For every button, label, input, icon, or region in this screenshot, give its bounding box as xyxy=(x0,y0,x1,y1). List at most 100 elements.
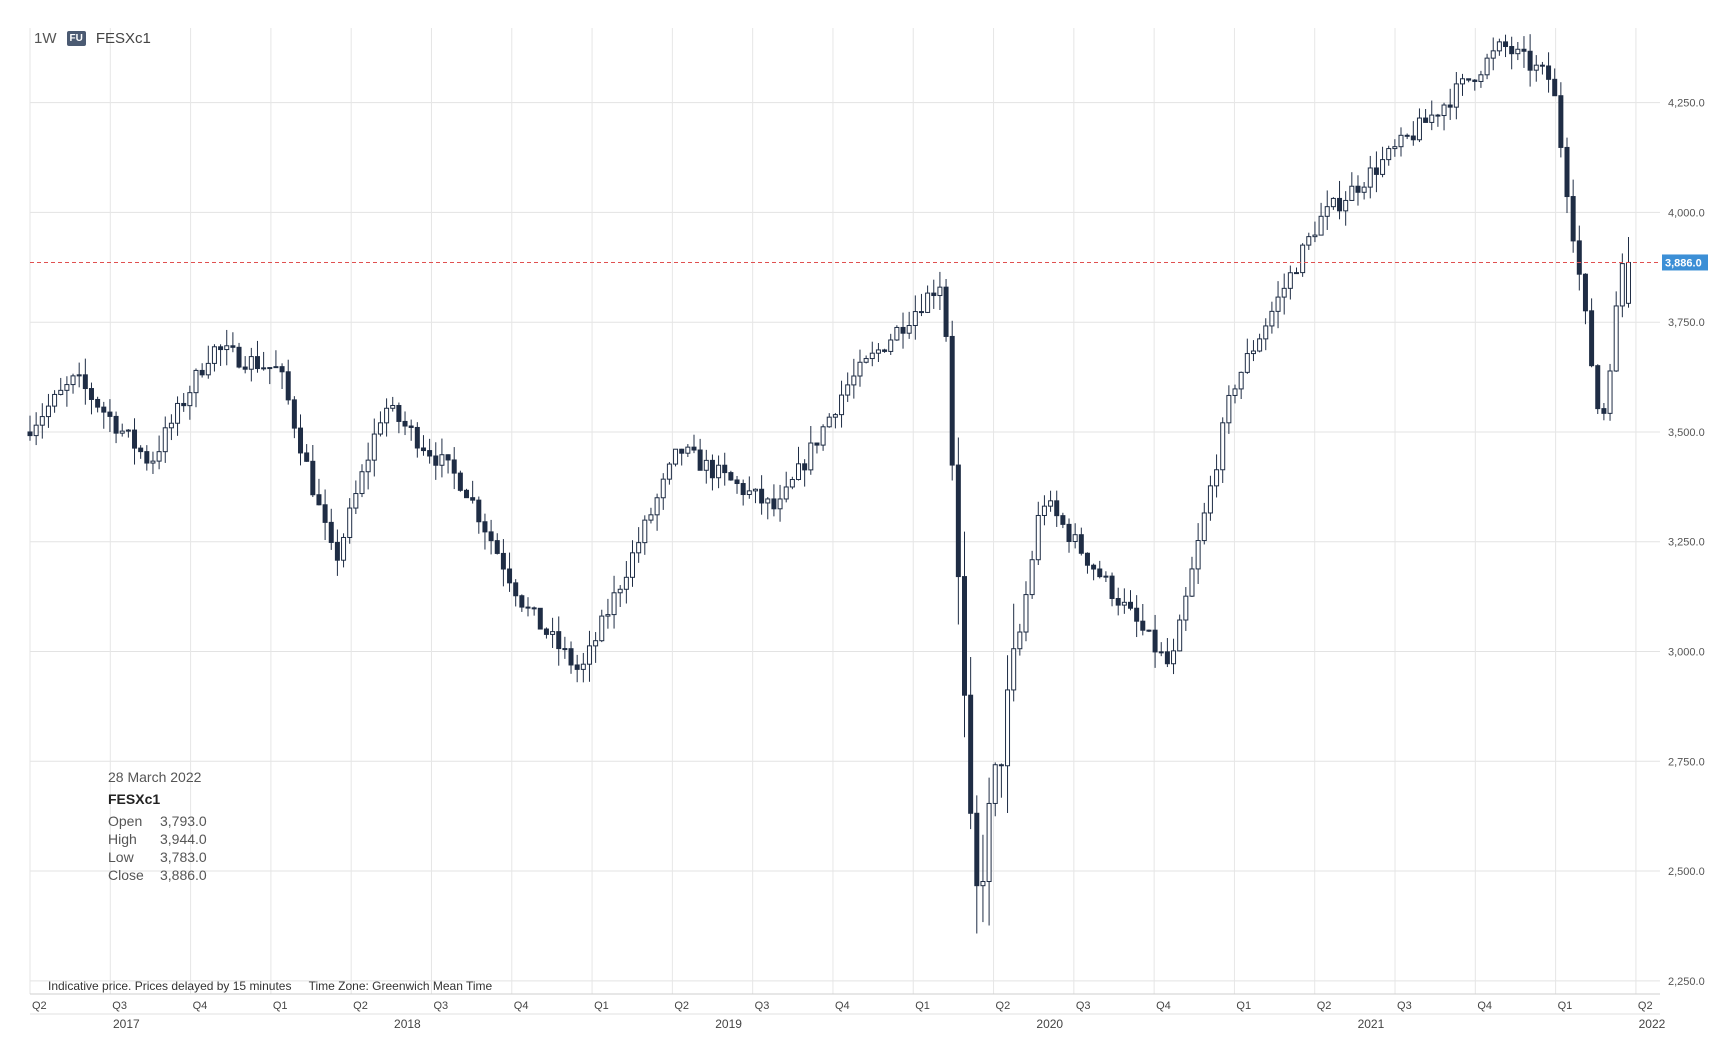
candle-body[interactable] xyxy=(1404,134,1410,137)
candle-body[interactable] xyxy=(224,345,230,351)
candle-body[interactable] xyxy=(802,463,808,471)
candle-body[interactable] xyxy=(1041,505,1047,516)
candle-body[interactable] xyxy=(1515,48,1521,55)
candle-body[interactable] xyxy=(513,582,519,597)
candle-body[interactable] xyxy=(310,460,316,496)
candle-body[interactable] xyxy=(636,542,642,554)
candle-body[interactable] xyxy=(998,764,1004,767)
candle-body[interactable] xyxy=(236,346,242,368)
candle-body[interactable] xyxy=(642,519,648,544)
candle-body[interactable] xyxy=(1318,215,1324,236)
candle-body[interactable] xyxy=(1503,41,1509,48)
candle-body[interactable] xyxy=(1570,196,1576,242)
candle-body[interactable] xyxy=(808,442,814,471)
candle-body[interactable] xyxy=(912,311,918,327)
candle-body[interactable] xyxy=(1533,64,1539,71)
candle-body[interactable] xyxy=(728,472,734,481)
candle-body[interactable] xyxy=(500,552,506,570)
candle-body[interactable] xyxy=(218,346,224,351)
candle-body[interactable] xyxy=(261,367,267,370)
candle-body[interactable] xyxy=(605,614,611,617)
candle-body[interactable] xyxy=(1410,135,1416,141)
candle-body[interactable] xyxy=(113,415,119,434)
candle-body[interactable] xyxy=(1029,559,1035,596)
candle-body[interactable] xyxy=(156,451,162,462)
candle-body[interactable] xyxy=(1195,540,1201,570)
candle-body[interactable] xyxy=(507,568,513,584)
candle-body[interactable] xyxy=(1275,296,1281,312)
candle-body[interactable] xyxy=(70,375,76,386)
candle-body[interactable] xyxy=(433,455,439,466)
candle-body[interactable] xyxy=(482,521,488,533)
candle-body[interactable] xyxy=(1361,186,1367,193)
candle-body[interactable] xyxy=(64,384,70,391)
candle-body[interactable] xyxy=(359,471,365,495)
candle-body[interactable] xyxy=(1527,50,1533,71)
candle-body[interactable] xyxy=(39,416,45,426)
candle-body[interactable] xyxy=(685,446,691,454)
candle-body[interactable] xyxy=(347,507,353,538)
candle-body[interactable] xyxy=(845,384,851,396)
candle-body[interactable] xyxy=(162,427,168,453)
candle-body[interactable] xyxy=(525,606,531,609)
candle-body[interactable] xyxy=(611,592,617,616)
candle-body[interactable] xyxy=(377,422,383,435)
candle-body[interactable] xyxy=(488,531,494,542)
candle-body[interactable] xyxy=(427,450,433,457)
candle-body[interactable] xyxy=(691,446,697,451)
candle-body[interactable] xyxy=(1447,104,1453,108)
candle-body[interactable] xyxy=(1337,197,1343,212)
candle-body[interactable] xyxy=(1072,534,1078,542)
candle-body[interactable] xyxy=(556,631,562,650)
candle-body[interactable] xyxy=(875,349,881,354)
candle-body[interactable] xyxy=(759,488,765,504)
candle-body[interactable] xyxy=(630,552,636,578)
candle-body[interactable] xyxy=(334,541,340,561)
candle-body[interactable] xyxy=(1293,272,1299,275)
candle-body[interactable] xyxy=(814,442,820,446)
candle-body[interactable] xyxy=(1300,244,1306,274)
candle-body[interactable] xyxy=(279,366,285,373)
candle-body[interactable] xyxy=(826,416,832,428)
candle-body[interactable] xyxy=(746,490,752,496)
candle-body[interactable] xyxy=(353,493,359,509)
candle-body[interactable] xyxy=(1343,199,1349,212)
candle-body[interactable] xyxy=(931,292,937,297)
candle-body[interactable] xyxy=(1287,272,1293,289)
candle-body[interactable] xyxy=(654,497,660,516)
candle-body[interactable] xyxy=(1601,408,1607,414)
candle-body[interactable] xyxy=(107,411,113,417)
candle-body[interactable] xyxy=(1011,648,1017,691)
candle-body[interactable] xyxy=(138,447,144,453)
candle-body[interactable] xyxy=(955,464,961,578)
candle-body[interactable] xyxy=(722,464,728,474)
candle-body[interactable] xyxy=(962,576,967,696)
candle-body[interactable] xyxy=(365,459,371,473)
candle-body[interactable] xyxy=(1589,310,1595,367)
candle-body[interactable] xyxy=(937,286,943,297)
candle-body[interactable] xyxy=(470,497,476,501)
candle-body[interactable] xyxy=(1091,564,1097,570)
candle-body[interactable] xyxy=(1078,534,1084,554)
candle-body[interactable] xyxy=(193,369,199,394)
candle-body[interactable] xyxy=(494,540,500,554)
candle-body[interactable] xyxy=(384,407,390,424)
candle-body[interactable] xyxy=(33,424,39,437)
candle-body[interactable] xyxy=(1232,388,1238,396)
candle-body[interactable] xyxy=(894,326,900,341)
candle-body[interactable] xyxy=(740,483,746,496)
candle-body[interactable] xyxy=(451,459,457,474)
candle-body[interactable] xyxy=(119,430,125,434)
candle-body[interactable] xyxy=(943,286,949,337)
candle-body[interactable] xyxy=(1312,234,1318,238)
candle-body[interactable] xyxy=(1201,512,1207,542)
candle-body[interactable] xyxy=(1466,78,1472,81)
candle-body[interactable] xyxy=(906,325,912,334)
candle-body[interactable] xyxy=(125,429,131,432)
candle-body[interactable] xyxy=(839,394,845,416)
candle-body[interactable] xyxy=(1490,50,1496,59)
candle-body[interactable] xyxy=(1423,117,1429,123)
candle-body[interactable] xyxy=(519,595,525,608)
candle-body[interactable] xyxy=(439,454,445,466)
